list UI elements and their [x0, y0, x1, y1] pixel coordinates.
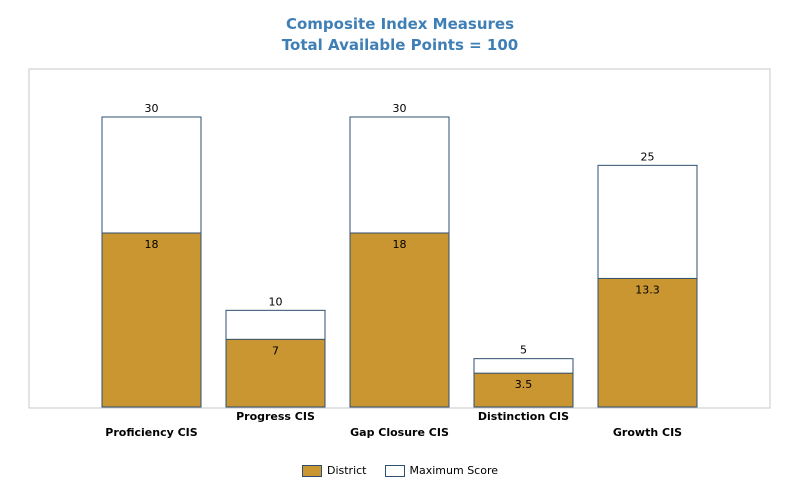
legend-label-district: District [326, 464, 367, 477]
data-label-district-gap-closure-cis: 18 [393, 238, 407, 251]
bar-district-gap-closure-cis [349, 232, 450, 408]
bar-district-proficiency-cis [101, 232, 202, 408]
legend-item-maximum-score: Maximum Score [384, 464, 499, 477]
x-tick-label-growth-cis: Growth CIS [613, 426, 682, 439]
data-label-maximum-proficiency-cis: 30 [145, 102, 159, 115]
x-tick-label-gap-closure-cis: Gap Closure CIS [350, 426, 449, 439]
data-label-maximum-progress-cis: 10 [269, 295, 283, 308]
legend-swatch-maximum-score [384, 464, 405, 477]
legend-swatch-district [301, 464, 322, 477]
legend-label-maximum-score: Maximum Score [409, 464, 499, 477]
x-tick-label-progress-cis: Progress CIS [236, 410, 315, 423]
bar-district-progress-cis [225, 338, 326, 408]
bar-district-distinction-cis [473, 372, 574, 408]
data-label-district-progress-cis: 7 [272, 344, 279, 357]
legend: District Maximum Score [0, 464, 800, 477]
data-label-maximum-gap-closure-cis: 30 [393, 102, 407, 115]
chart-subtitle: Total Available Points = 100 [281, 36, 519, 54]
data-label-district-distinction-cis: 3.5 [515, 378, 533, 391]
bars-group: 30 18 Proficiency CIS 10 7 Progress CIS 30 18 Ga… [101, 102, 698, 439]
data-label-district-growth-cis: 13.3 [635, 283, 660, 296]
legend-item-district: District [301, 464, 367, 477]
x-tick-label-distinction-cis: Distinction CIS [478, 410, 569, 423]
x-tick-label-proficiency-cis: Proficiency CIS [105, 426, 197, 439]
data-label-district-proficiency-cis: 18 [145, 238, 159, 251]
bar-district-growth-cis [597, 277, 698, 408]
chart-title: Composite Index Measures [285, 15, 515, 33]
data-label-maximum-distinction-cis: 5 [520, 344, 527, 357]
data-label-maximum-growth-cis: 25 [641, 150, 655, 163]
